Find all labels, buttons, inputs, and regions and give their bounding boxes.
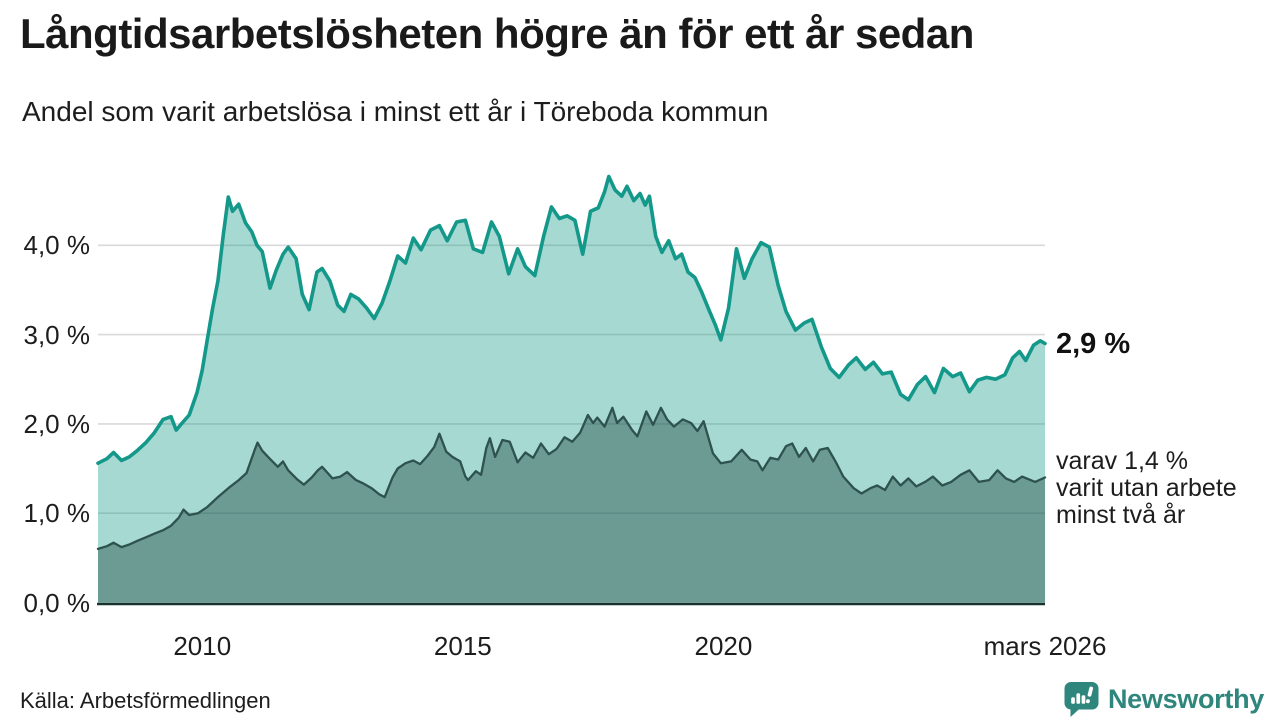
chart-title: Långtidsarbetslösheten högre än för ett …: [20, 10, 974, 57]
series-area-1: [98, 407, 1045, 603]
secondary-value-annotation: varav 1,4 % varit utan arbete minst två …: [1056, 448, 1237, 529]
series-area-0: [98, 176, 1045, 603]
chart-subtitle: Andel som varit arbetslösa i minst ett å…: [22, 96, 769, 127]
y-tick-label: 0,0 %: [23, 587, 91, 618]
series-line-1: [96, 406, 1047, 551]
secondary-annotation-line: minst två år: [1056, 501, 1186, 530]
y-tick-label: 1,0 %: [23, 498, 91, 529]
y-tick-label: 2,0 %: [23, 408, 91, 439]
x-tick-label: mars 2026: [983, 631, 1107, 661]
newsworthy-logo-icon: [1064, 682, 1099, 717]
y-tick-label: 3,0 %: [23, 319, 91, 350]
secondary-annotation-line: varit utan arbete: [1056, 474, 1237, 503]
series-line-0: [96, 174, 1047, 465]
newsworthy-logo[interactable]: Newsworthy: [1063, 681, 1264, 718]
x-tick-label: 2020: [694, 631, 753, 661]
newsworthy-logo-text: Newsworthy: [1107, 684, 1264, 714]
secondary-annotation-line: varav 1,4 %: [1056, 447, 1189, 476]
y-tick-label: 4,0 %: [23, 230, 91, 261]
latest-value-annotation: 2,9 %: [1056, 327, 1131, 360]
source-label: Källa: Arbetsförmedlingen: [20, 688, 271, 713]
x-tick-label: 2010: [173, 631, 232, 661]
x-tick-label: 2015: [433, 631, 492, 661]
